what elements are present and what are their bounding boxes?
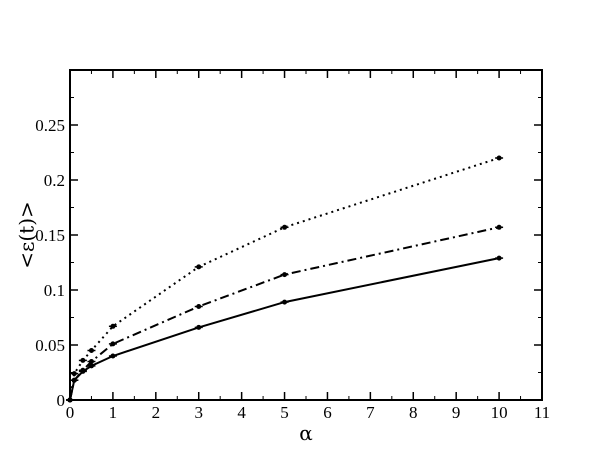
x-axis-label: α <box>299 421 313 445</box>
x-tick-label: 5 <box>280 403 289 422</box>
x-tick-label: 10 <box>491 403 508 422</box>
y-tick-label: 0 <box>57 391 66 410</box>
y-tick-label: 0.25 <box>35 116 65 135</box>
x-tick-label: 2 <box>152 403 161 422</box>
x-tick-label: 8 <box>409 403 418 422</box>
x-tick-label: 6 <box>323 403 332 422</box>
x-tick-label: 0 <box>66 403 75 422</box>
x-tick-label: 3 <box>194 403 203 422</box>
series-layer <box>66 155 504 403</box>
y-axis-label: <ε(t)> <box>15 201 39 269</box>
series-line-dash-dot <box>69 226 500 401</box>
plot-frame <box>69 69 543 401</box>
y-tick-label: 0.2 <box>44 171 65 190</box>
y-tick-label: 0.1 <box>44 281 65 300</box>
ticks-layer: 0 1 2 3 4 5 6 7 8 9 10 11 0 0.05 0.1 0.15 0.2 0.25 <box>35 70 550 422</box>
y-tick-label: 0.05 <box>35 336 65 355</box>
x-tick-label: 11 <box>534 403 550 422</box>
x-tick-label: 4 <box>237 403 246 422</box>
x-tick-label: 7 <box>366 403 375 422</box>
y-tick-label: 0.15 <box>35 226 65 245</box>
x-tick-label: 1 <box>109 403 118 422</box>
series-line-dotted <box>69 157 500 401</box>
series-line-solid <box>69 257 500 401</box>
x-tick-label: 9 <box>452 403 461 422</box>
